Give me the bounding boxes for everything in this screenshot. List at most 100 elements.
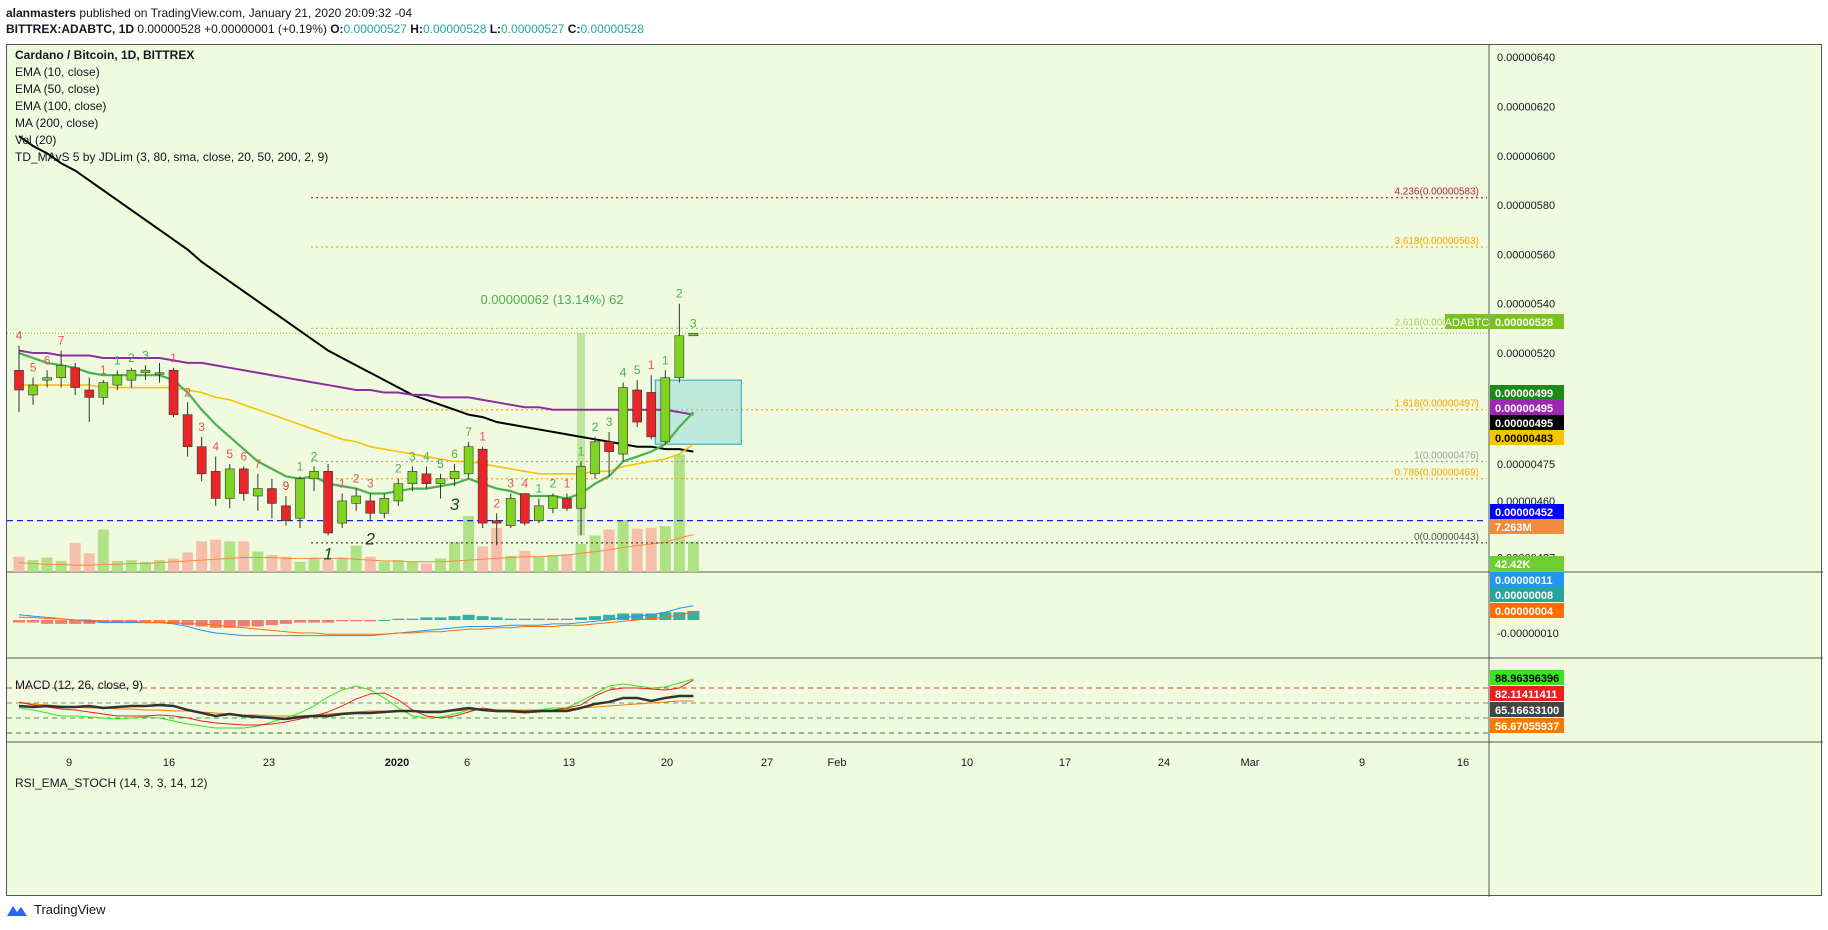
candle — [618, 382, 628, 462]
td-count-label: 1 — [114, 353, 121, 367]
volume-bar — [182, 552, 194, 572]
indicator-ema100[interactable]: EMA (100, close) — [15, 99, 107, 113]
candle-body — [126, 369, 137, 381]
td-count-label: 7 — [255, 457, 262, 471]
rsi-badge: 88.96396396 — [1490, 670, 1564, 685]
candle-body — [84, 389, 95, 398]
rsi-badge-box — [1490, 686, 1564, 701]
macd-tick-label: -0.00000010 — [1497, 628, 1559, 640]
candle-body — [562, 498, 572, 509]
candle — [576, 461, 586, 536]
candle-body — [576, 466, 586, 509]
candle-body — [393, 483, 404, 502]
measure-label: 0.00000062 (13.14%) 62 — [480, 292, 623, 307]
candle-body — [463, 446, 474, 475]
candle-body — [70, 367, 81, 388]
indicator-volume[interactable]: Vol (20) — [15, 133, 57, 147]
candle-body — [351, 495, 362, 504]
author-name[interactable]: alanmasters — [6, 6, 77, 20]
indicator-ma200[interactable]: MA (200, close) — [15, 116, 99, 130]
candle — [337, 493, 347, 529]
price-chart[interactable]: 4.236(0.00000583) 3.618(0.00000563) 2.618(… — [7, 45, 1823, 897]
candle-body — [196, 446, 207, 475]
volume-bar — [645, 527, 657, 572]
candle-body — [253, 488, 263, 497]
candle-body — [519, 493, 530, 524]
rsi-badge-box — [1490, 670, 1564, 685]
candle — [323, 463, 333, 536]
fib-level-label: 0.786(0.00000469) — [1394, 468, 1479, 479]
macd-hist-bar — [223, 620, 236, 628]
macd-hist-bar — [575, 617, 587, 620]
last-price: 0.00000528 — [137, 22, 201, 36]
candle — [351, 488, 362, 511]
rsi-badge: 56.67055937 — [1490, 718, 1564, 733]
indicator-ema50[interactable]: EMA (50, close) — [15, 82, 100, 96]
candle — [295, 476, 305, 529]
volume-bar — [364, 556, 376, 572]
candle — [154, 362, 165, 383]
x-tick-label: 10 — [961, 757, 973, 769]
candle — [14, 345, 24, 413]
macd-hist-bar — [139, 620, 152, 623]
candle-body — [477, 448, 488, 524]
x-tick-label: Feb — [828, 757, 847, 769]
td-count-label: 2 — [184, 385, 191, 399]
volume-bar — [294, 561, 306, 572]
volume-bar — [336, 557, 348, 572]
candle-body — [590, 441, 600, 475]
volume-bar — [561, 554, 573, 572]
td-count-label: 1 — [564, 477, 571, 491]
publish-text: published on TradingView.com, January 21… — [79, 6, 413, 20]
td-count-label: 2 — [550, 477, 557, 491]
macd-legend[interactable]: MACD (12, 26, close, 9) — [15, 678, 144, 692]
footer-brand[interactable]: TradingView — [34, 902, 106, 917]
rsi-badge-box — [1490, 718, 1564, 733]
indicator-ema10[interactable]: EMA (10, close) — [15, 65, 100, 79]
td-count-label: 6 — [240, 449, 247, 463]
volume-bar — [575, 543, 587, 572]
x-tick-label: 17 — [1059, 757, 1071, 769]
chart-container[interactable]: 4.236(0.00000583) 3.618(0.00000563) 2.618(… — [6, 44, 1823, 897]
td-count-label: 5 — [634, 363, 641, 377]
x-tick-label: 2020 — [385, 757, 409, 769]
candle — [505, 493, 516, 529]
td-count-label: 4 — [423, 449, 430, 463]
rsi-badge-value: 82.11411411 — [1495, 689, 1557, 701]
price-badge-box — [1490, 519, 1564, 534]
indicator-td-mavs[interactable]: TD_MAvS 5 by JDLim (3, 80, sma, close, 2… — [15, 150, 329, 164]
volume-bar — [252, 551, 264, 572]
footer: TradingView — [6, 902, 106, 917]
candle — [253, 473, 263, 511]
price-badge-box — [1490, 400, 1564, 415]
td-count-label: 3 — [367, 477, 374, 491]
td-count-label: 3 — [606, 415, 613, 429]
candle — [562, 493, 572, 511]
td-count-label: 3 — [142, 348, 149, 362]
volume-bar — [210, 539, 222, 572]
td-count-label: 2 — [395, 462, 402, 476]
candle-body — [604, 441, 614, 452]
volume-bar — [308, 557, 320, 572]
candle — [463, 441, 474, 479]
volume-bar — [547, 555, 559, 572]
candle-body — [421, 473, 432, 484]
volume-bars — [13, 454, 699, 572]
volume-bar — [125, 560, 137, 572]
macd-badge-box — [1490, 603, 1564, 618]
macd-hist-bar — [406, 618, 419, 620]
td-count-label: 1 — [339, 477, 346, 491]
x-tick-label: 9 — [1359, 757, 1365, 769]
volume-bar — [154, 560, 165, 572]
td-count-label: 3 — [198, 420, 205, 434]
fib-level-label: 0(0.00000443) — [1414, 532, 1479, 543]
td-count-label: 4 — [620, 366, 627, 380]
macd-hist-bar — [322, 620, 335, 623]
wave-label: 2 — [365, 530, 376, 549]
candle-body — [42, 377, 52, 381]
macd-hist-bar — [237, 620, 250, 627]
candle — [379, 493, 390, 519]
price-badge-value: 0.00000452 — [1495, 507, 1553, 519]
volume-bar — [519, 550, 531, 572]
rsi-legend[interactable]: RSI_EMA_STOCH (14, 3, 3, 14, 12) — [15, 776, 208, 790]
